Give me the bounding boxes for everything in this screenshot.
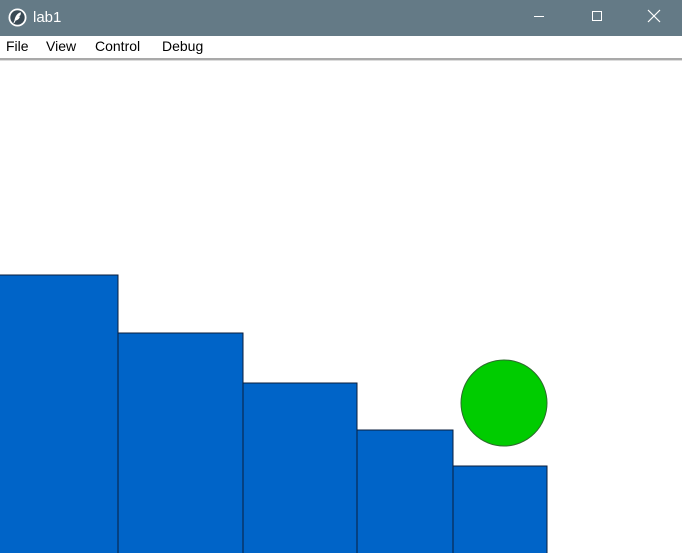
minimize-icon [533, 9, 545, 27]
menu-divider [0, 58, 682, 61]
block-2 [117, 332, 244, 553]
ball [460, 359, 548, 447]
scene-svg [0, 274, 548, 553]
close-icon [647, 9, 661, 28]
block-1 [0, 274, 119, 553]
menu-view[interactable]: View [46, 38, 77, 54]
close-button[interactable] [626, 0, 682, 36]
menu-file[interactable]: File [6, 38, 29, 54]
drawing-canvas[interactable] [0, 61, 682, 553]
minimize-button[interactable] [510, 0, 568, 36]
maximize-icon [591, 9, 603, 27]
menu-control[interactable]: Control [95, 38, 141, 54]
maximize-button[interactable] [568, 0, 626, 36]
title-bar[interactable]: lab1 [0, 0, 682, 36]
app-feather-icon [8, 8, 27, 27]
block-4 [356, 429, 454, 553]
window-title: lab1 [33, 9, 62, 26]
block-3 [242, 382, 358, 553]
menu-bar: File View Control Debug [0, 36, 682, 58]
menu-debug[interactable]: Debug [162, 38, 204, 54]
block-5 [452, 465, 548, 553]
